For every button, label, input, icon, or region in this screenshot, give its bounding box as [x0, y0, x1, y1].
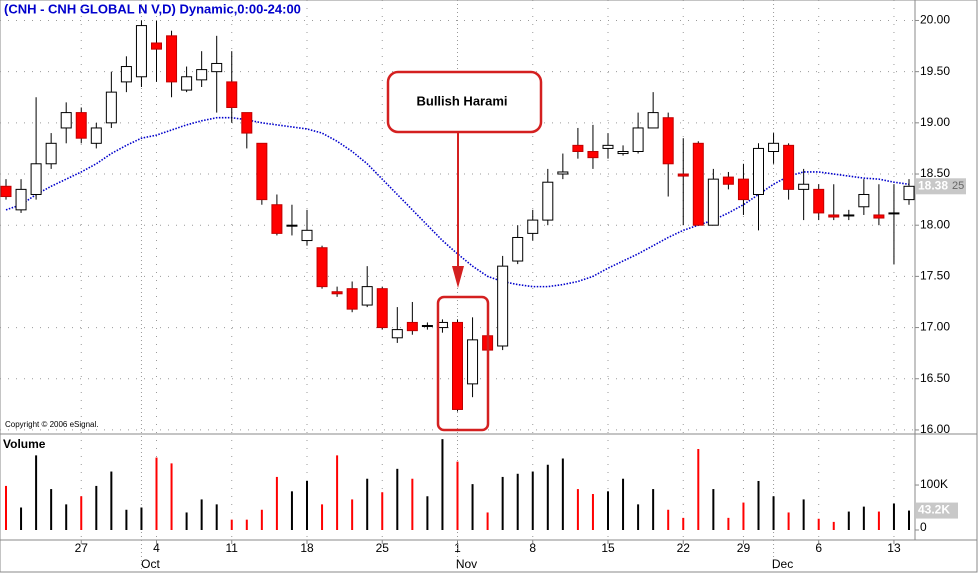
- candle-body: [90, 127, 102, 144]
- candle-body: [632, 127, 644, 152]
- last-price-box: [916, 178, 966, 195]
- x-tick-label: 11: [226, 541, 239, 555]
- candle-body: [120, 66, 132, 83]
- candle-body: [346, 288, 358, 310]
- candle-body: [301, 229, 313, 242]
- y-tick-label: 18.50: [920, 166, 950, 180]
- y-tick-label: 19.00: [920, 115, 950, 129]
- candle-body: [572, 144, 584, 152]
- month-label: Oct: [141, 557, 160, 571]
- highlight-box: [436, 295, 490, 432]
- y-tick-label: 17.00: [920, 320, 950, 334]
- volume-title: Volume: [3, 437, 46, 451]
- candle-body: [873, 214, 885, 219]
- candle-body: [617, 150, 629, 155]
- candle-body: [843, 214, 855, 217]
- candle-body: [737, 178, 749, 201]
- y-tick-label: 16.00: [920, 422, 950, 436]
- candle-body: [798, 183, 810, 190]
- candle-body: [602, 144, 614, 149]
- copyright: Copyright © 2006 eSignal.: [5, 420, 99, 429]
- month-label: Nov: [456, 557, 477, 571]
- candle-body: [196, 69, 208, 81]
- last-volume-box: [916, 502, 958, 519]
- candle-body: [151, 42, 162, 50]
- candle-body: [271, 204, 283, 234]
- x-tick-label: 8: [529, 541, 536, 555]
- chart-title: (CNH - CNH GLOBAL N V,D) Dynamic,0:00-24…: [4, 1, 301, 16]
- volume-tick-label: 0: [920, 520, 927, 534]
- candle-body: [647, 112, 659, 129]
- candle-body: [135, 25, 147, 78]
- candle-body: [0, 185, 12, 198]
- candle-body: [677, 173, 689, 177]
- x-tick-label: 4: [153, 541, 160, 555]
- y-tick-label: 16.50: [920, 371, 950, 385]
- candle-body: [166, 35, 178, 83]
- y-tick-label: 19.50: [920, 64, 950, 78]
- x-tick-label: 18: [300, 541, 314, 555]
- x-tick-label: 15: [601, 541, 615, 555]
- candle-body: [286, 224, 298, 227]
- x-tick-label: 25: [376, 541, 390, 555]
- candle-body: [406, 321, 418, 332]
- arrow-head: [452, 266, 464, 288]
- candle-body: [903, 185, 915, 201]
- x-tick-label: 13: [887, 541, 901, 555]
- month-label: Dec: [772, 557, 793, 571]
- x-tick-label: 22: [677, 541, 691, 555]
- candle-body: [512, 236, 524, 262]
- moving-average: [5, 116, 910, 288]
- candle-body: [241, 112, 253, 134]
- x-tick-label: 6: [815, 541, 822, 555]
- candle-body: [888, 212, 900, 215]
- x-tick-label: 29: [737, 541, 751, 555]
- candle-body: [421, 325, 433, 328]
- last-price-label: 18.38: [918, 178, 948, 192]
- candle-body: [662, 117, 674, 165]
- candle-body: [45, 142, 57, 165]
- candle-body: [768, 142, 780, 152]
- candle-body: [783, 144, 795, 190]
- last-price-suffix: 25: [952, 180, 964, 192]
- candle-body: [452, 321, 463, 410]
- candle-body: [527, 219, 539, 234]
- y-tick-label: 18.00: [920, 217, 950, 231]
- candle-body: [722, 176, 734, 185]
- candle-body: [813, 188, 825, 214]
- candle-body: [181, 76, 193, 91]
- y-tick-label: 20.00: [920, 13, 950, 27]
- candle-body: [30, 163, 42, 195]
- candle-body: [60, 112, 72, 129]
- annotation-box: [386, 70, 543, 134]
- candle-body: [587, 150, 599, 159]
- candle-body: [105, 91, 117, 124]
- candle-body: [361, 286, 373, 306]
- candle-body: [692, 142, 704, 226]
- candle-body: [316, 247, 328, 288]
- candle-body: [467, 339, 479, 385]
- candle-body: [753, 147, 764, 195]
- candle-body: [542, 181, 554, 221]
- candle-body: [707, 178, 719, 226]
- candle-body: [497, 265, 509, 347]
- candle-body: [15, 188, 27, 211]
- x-tick-label: 27: [75, 541, 89, 555]
- candle-body: [211, 62, 223, 73]
- last-volume-label: 43.2K: [918, 503, 950, 517]
- candle-body: [391, 329, 403, 339]
- candle-body: [331, 291, 343, 295]
- candle-body: [858, 193, 870, 208]
- candle-body: [256, 142, 268, 201]
- volume-tick-label: 100K: [920, 477, 948, 491]
- y-tick-label: 17.50: [920, 269, 950, 283]
- candle-body: [75, 112, 87, 139]
- candle-body: [557, 171, 569, 175]
- annotation-text: Bullish Harami: [416, 93, 507, 108]
- candle-body: [828, 214, 840, 218]
- candle-body: [226, 81, 238, 108]
- candle-body: [376, 288, 388, 329]
